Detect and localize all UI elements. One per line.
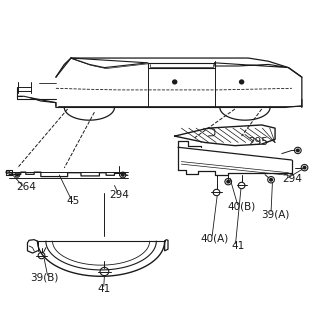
Text: 264: 264	[16, 182, 36, 192]
Text: 295: 295	[248, 138, 268, 148]
Text: 294: 294	[282, 174, 302, 184]
Text: 45: 45	[66, 196, 79, 206]
Circle shape	[270, 179, 272, 181]
Circle shape	[173, 80, 177, 84]
Circle shape	[303, 166, 306, 169]
Circle shape	[296, 149, 299, 152]
Text: 40(A): 40(A)	[201, 233, 229, 243]
Text: 41: 41	[98, 284, 111, 294]
Text: 39(A): 39(A)	[261, 209, 289, 219]
Text: 39(B): 39(B)	[30, 273, 58, 283]
Text: 40(B): 40(B)	[227, 201, 256, 211]
Circle shape	[240, 80, 244, 84]
Circle shape	[16, 174, 18, 176]
Circle shape	[227, 180, 229, 183]
Circle shape	[122, 174, 124, 176]
Text: 294: 294	[110, 190, 129, 200]
Text: 41: 41	[232, 241, 245, 251]
